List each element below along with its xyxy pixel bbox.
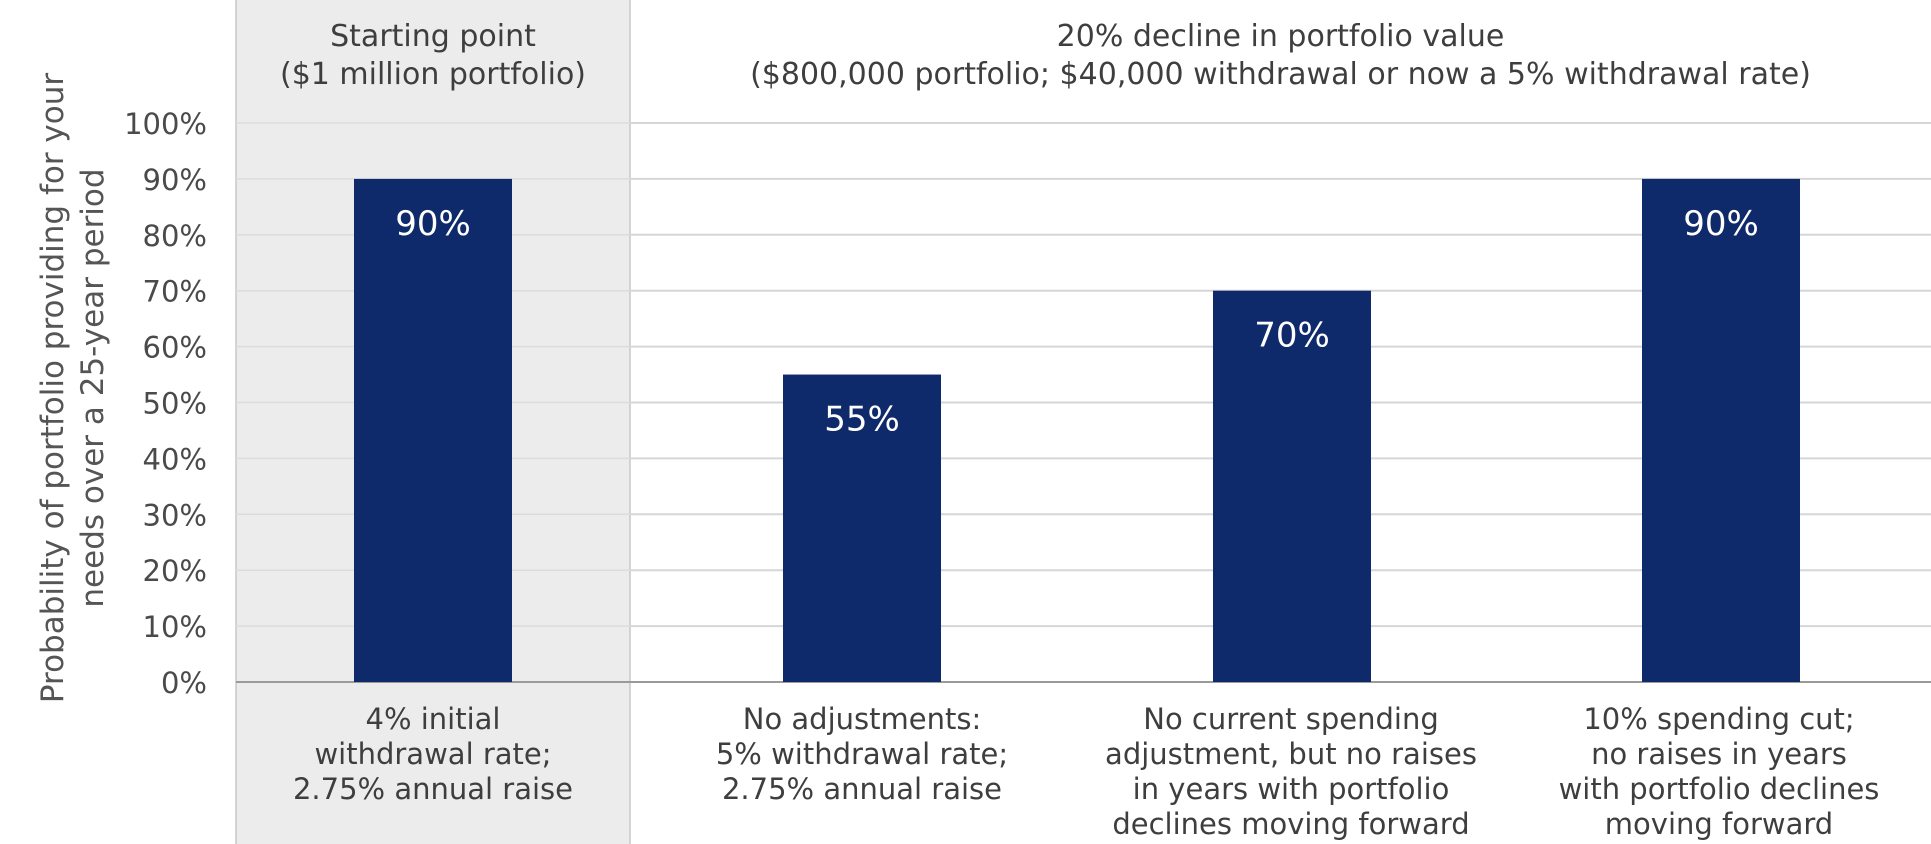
bar-data-label: 90%: [1683, 204, 1759, 244]
category-label-line: 10% spending cut;: [1583, 702, 1855, 736]
category-label-line: 4% initial: [365, 702, 501, 736]
y-tick-label: 40%: [143, 442, 207, 476]
y-tick-label: 90%: [143, 163, 207, 197]
y-tick-label: 0%: [161, 666, 207, 700]
y-axis-title-line: Probability of portfolio providing for y…: [35, 72, 71, 704]
y-tick-label: 100%: [124, 107, 207, 141]
category-label-line: in years with portfolio: [1132, 772, 1450, 806]
y-axis-title-line: needs over a 25-year period: [75, 168, 111, 608]
category-label-line: 5% withdrawal rate;: [715, 737, 1009, 771]
y-tick-label: 30%: [143, 498, 207, 532]
bar: [783, 374, 941, 682]
y-tick-label: 20%: [143, 554, 207, 588]
bar: [354, 178, 512, 682]
bar: [1213, 290, 1371, 682]
category-label: No adjustments: 5% withdrawal rate; 2.75…: [650, 702, 1074, 807]
group-header-line: ($1 million portfolio): [279, 57, 587, 92]
y-tick-label: 60%: [143, 331, 207, 365]
bar-data-label: 70%: [1254, 316, 1330, 356]
group-header-starting-point: Starting point ($1 million portfolio): [236, 18, 630, 94]
category-label-line: no raises in years: [1591, 737, 1847, 771]
group-header-line: 20% decline in portfolio value: [1056, 19, 1505, 54]
category-label-line: No adjustments:: [742, 702, 982, 736]
group-header-line: ($800,000 portfolio; $40,000 withdrawal …: [750, 57, 1811, 92]
category-label-line: No current spending: [1143, 702, 1439, 736]
category-label: 10% spending cut; no raises in years wit…: [1507, 702, 1931, 842]
category-label-line: declines moving forward: [1112, 807, 1470, 841]
category-label-line: 2.75% annual raise: [292, 772, 573, 806]
category-label-line: 2.75% annual raise: [721, 772, 1002, 806]
category-label-line: withdrawal rate;: [314, 737, 552, 771]
y-axis-title: Probability of portfolio providing for y…: [33, 28, 113, 748]
group-header-decline: 20% decline in portfolio value ($800,000…: [630, 18, 1931, 94]
category-label: No current spending adjustment, but no r…: [1079, 702, 1503, 842]
category-label-line: adjustment, but no raises: [1105, 737, 1477, 771]
group-header-line: Starting point: [330, 19, 536, 54]
y-tick-label: 10%: [143, 610, 207, 644]
bar-data-label: 55%: [824, 400, 900, 440]
category-label-line: moving forward: [1604, 807, 1834, 841]
category-label: 4% initial withdrawal rate; 2.75% annual…: [236, 702, 630, 807]
category-label-line: with portfolio declines: [1558, 772, 1880, 806]
y-tick-label: 80%: [143, 219, 207, 253]
bar-data-label: 90%: [395, 204, 471, 244]
y-tick-label: 50%: [143, 387, 207, 421]
y-tick-label: 70%: [143, 275, 207, 309]
bar: [1642, 178, 1800, 682]
